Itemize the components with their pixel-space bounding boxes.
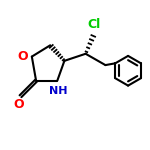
Text: O: O	[17, 50, 28, 63]
Text: O: O	[14, 98, 24, 111]
Text: Cl: Cl	[87, 18, 101, 31]
Text: NH: NH	[50, 86, 68, 96]
